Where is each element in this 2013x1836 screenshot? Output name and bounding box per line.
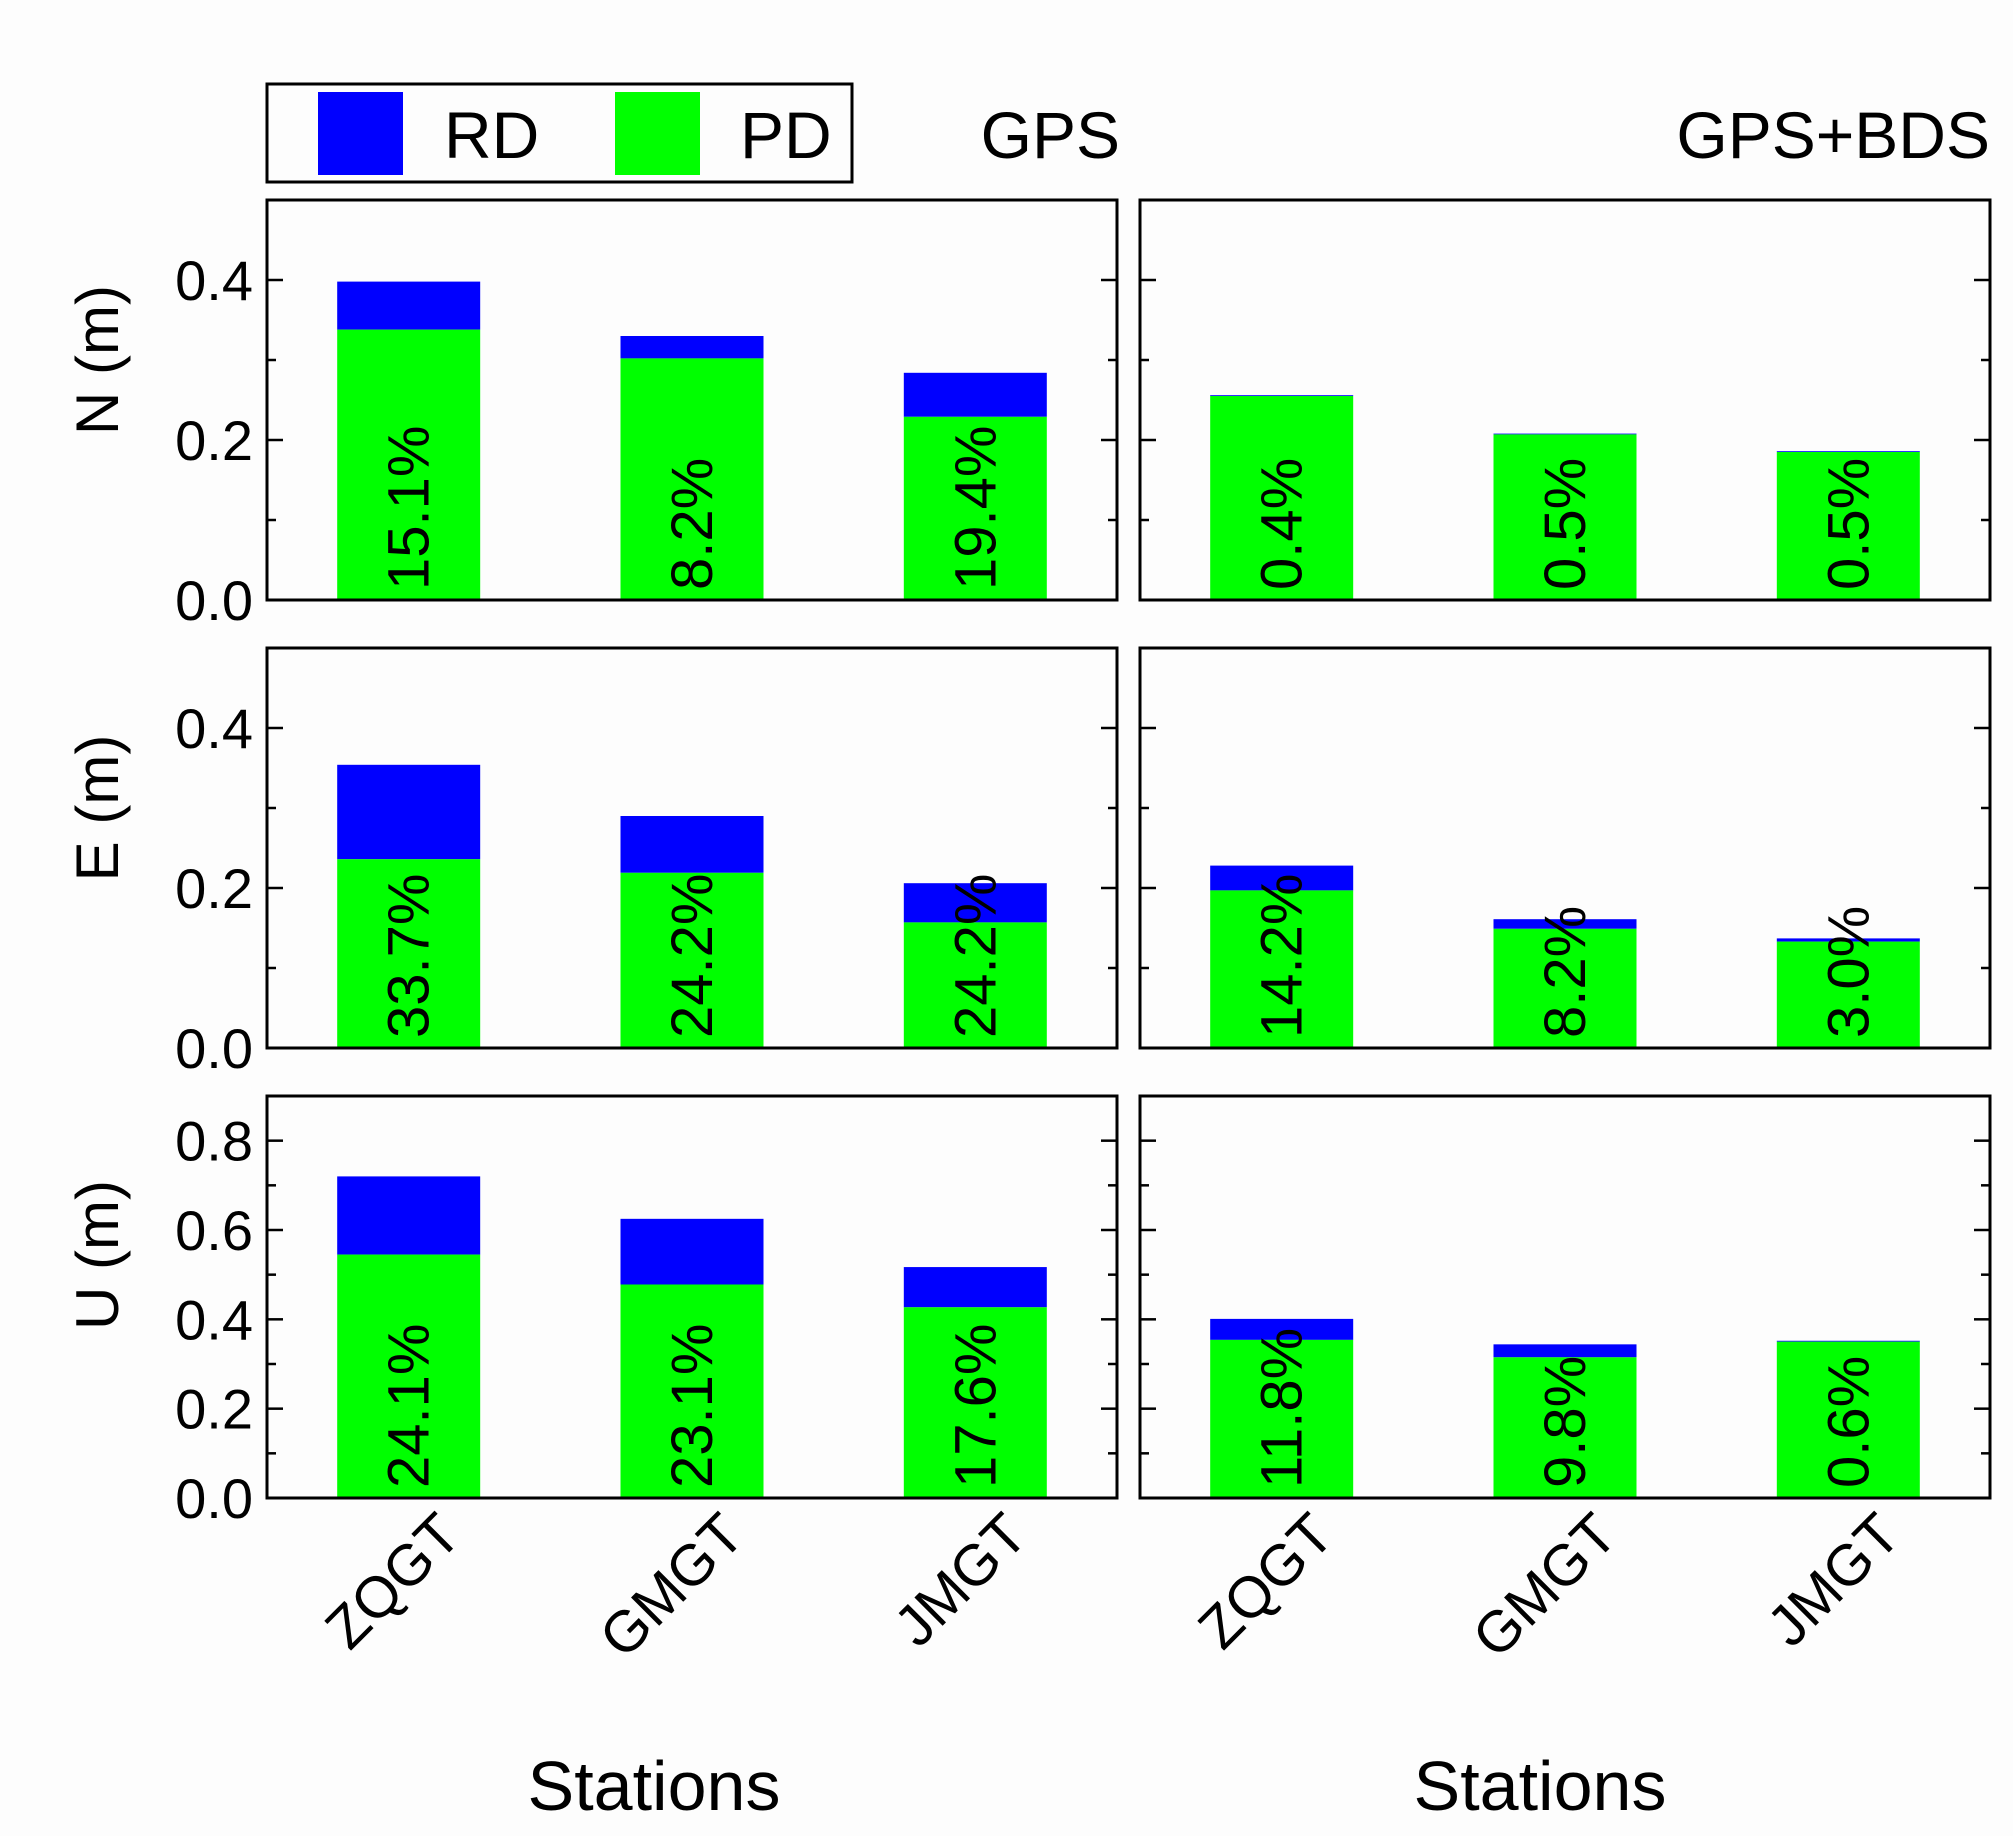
annotation-zqgt: 15.1% bbox=[377, 426, 442, 590]
bar-rd-jmgt bbox=[1776, 451, 1920, 452]
panel-frame bbox=[265, 1094, 1119, 1500]
bar-rd-gmgt bbox=[620, 336, 764, 359]
bar-pd-gmgt bbox=[1493, 1357, 1637, 1498]
legend: RD PD bbox=[265, 82, 854, 184]
bar-rd-zqgt bbox=[1210, 395, 1354, 396]
category-label-zqgt: ZQGT bbox=[1186, 1501, 1346, 1661]
y-tick-label: 0.4 bbox=[175, 1288, 253, 1351]
panel-e-gps-bds: 14.2% 8.2% 3.0% bbox=[1138, 646, 1992, 1050]
bar-rd-jmgt bbox=[903, 372, 1047, 417]
y-tick-label: 0.0 bbox=[175, 1017, 253, 1080]
annotation-gmgt: 8.2% bbox=[1533, 906, 1598, 1038]
x-axis-label-gps-bds: Stations bbox=[1414, 1747, 1667, 1825]
category-label-zqgt: ZQGT bbox=[313, 1501, 473, 1661]
panel-u-gps-bds: 11.8% 9.8% 0.6% ZQGT GMGT JMGT bbox=[1138, 1094, 1992, 1670]
panel-u-gps: 24.1% 23.1% 17.6% 0.0 0.2 0.4 0.6 0.8 ZQGT GMGT JM… bbox=[175, 1094, 1119, 1670]
annotation-jmgt: 0.5% bbox=[1816, 458, 1881, 590]
bar-pd-gmgt bbox=[1493, 434, 1637, 600]
bar-pd-gmgt bbox=[620, 358, 764, 600]
annotation-gmgt: 24.2% bbox=[660, 874, 725, 1038]
category-label-jmgt: JMGT bbox=[882, 1501, 1040, 1659]
bar-pd-gmgt bbox=[620, 872, 764, 1048]
category-label-gmgt: GMGT bbox=[1460, 1501, 1629, 1670]
bar-rd-zqgt bbox=[1210, 1318, 1354, 1340]
y-tick-label: 0.0 bbox=[175, 569, 253, 632]
legend-swatch-rd bbox=[318, 92, 403, 175]
bar-pd-zqgt bbox=[1210, 396, 1354, 600]
y-tick-label: 0.4 bbox=[175, 697, 253, 760]
bar-rd-gmgt bbox=[1493, 919, 1637, 929]
annotation-zqgt: 11.8% bbox=[1250, 1328, 1315, 1488]
annotation-jmgt: 19.4% bbox=[943, 426, 1008, 590]
annotation-jmgt: 17.6% bbox=[943, 1324, 1008, 1488]
bar-pd-zqgt bbox=[1210, 890, 1354, 1048]
annotation-gmgt: 8.2% bbox=[660, 458, 725, 590]
bar-rd-gmgt bbox=[620, 816, 764, 873]
y-axis-label-n: N (m) bbox=[64, 285, 131, 435]
bar-pd-zqgt bbox=[337, 329, 481, 600]
annotation-zqgt: 24.1% bbox=[377, 1324, 442, 1488]
category-label-jmgt: JMGT bbox=[1755, 1501, 1913, 1659]
bar-pd-zqgt bbox=[337, 859, 481, 1048]
panel-frame bbox=[265, 646, 1119, 1050]
bar-rd-zqgt bbox=[337, 764, 481, 860]
bar-pd-zqgt bbox=[337, 1254, 481, 1498]
panel-frame bbox=[265, 198, 1119, 602]
y-axis-label-e: E (m) bbox=[64, 735, 131, 882]
bar-pd-jmgt bbox=[1776, 452, 1920, 600]
bar-rd-zqgt bbox=[337, 1176, 481, 1255]
y-tick-label: 0.8 bbox=[175, 1110, 253, 1173]
bar-rd-gmgt bbox=[1493, 433, 1637, 435]
bar-pd-jmgt bbox=[1776, 941, 1920, 1048]
panel-frame bbox=[1138, 646, 1992, 1050]
legend-frame bbox=[265, 82, 854, 184]
column-title-gps-bds: GPS+BDS bbox=[1676, 98, 1990, 172]
column-title-gps: GPS bbox=[981, 98, 1120, 172]
legend-label-pd: PD bbox=[740, 98, 832, 172]
panel-n-gps: 15.1% 8.2% 19.4% 0.0 0.2 0.4 bbox=[175, 198, 1119, 632]
bar-rd-jmgt bbox=[903, 1267, 1047, 1308]
y-tick-label: 0.4 bbox=[175, 249, 253, 312]
annotation-zqgt: 14.2% bbox=[1250, 874, 1315, 1038]
bar-pd-jmgt bbox=[903, 1307, 1047, 1498]
legend-label-rd: RD bbox=[444, 98, 539, 172]
panel-frame bbox=[1138, 198, 1992, 602]
annotation-gmgt: 9.8% bbox=[1533, 1356, 1598, 1488]
category-label-gmgt: GMGT bbox=[587, 1501, 756, 1670]
legend-swatch-pd bbox=[615, 92, 700, 175]
panel-e-gps: 33.7% 24.2% 24.2% 0.0 0.2 0.4 bbox=[175, 646, 1119, 1080]
bar-rd-zqgt bbox=[1210, 865, 1354, 891]
annotation-gmgt: 23.1% bbox=[660, 1324, 725, 1488]
panel-frame bbox=[1138, 1094, 1992, 1500]
x-axis-label-gps: Stations bbox=[528, 1747, 781, 1825]
y-tick-label: 0.2 bbox=[175, 857, 253, 920]
y-tick-label: 0.2 bbox=[175, 409, 253, 472]
bar-pd-jmgt bbox=[903, 416, 1047, 600]
bar-pd-jmgt bbox=[903, 922, 1047, 1048]
annotation-jmgt: 0.6% bbox=[1816, 1356, 1881, 1488]
bar-rd-zqgt bbox=[337, 281, 481, 330]
annotation-zqgt: 33.7% bbox=[377, 874, 442, 1038]
y-tick-label: 0.2 bbox=[175, 1378, 253, 1441]
y-tick-label: 0.0 bbox=[175, 1467, 253, 1530]
bar-rd-jmgt bbox=[1776, 938, 1920, 942]
bar-rd-gmgt bbox=[620, 1218, 764, 1285]
y-tick-label: 0.6 bbox=[175, 1199, 253, 1262]
bar-pd-jmgt bbox=[1776, 1341, 1920, 1498]
annotation-gmgt: 0.5% bbox=[1533, 458, 1598, 590]
annotation-zqgt: 0.4% bbox=[1250, 458, 1315, 590]
panel-n-gps-bds: 0.4% 0.5% 0.5% bbox=[1138, 198, 1992, 602]
annotation-jmgt: 24.2% bbox=[943, 874, 1008, 1038]
bar-pd-gmgt bbox=[1493, 928, 1637, 1048]
bar-rd-jmgt bbox=[1776, 1340, 1920, 1342]
annotation-jmgt: 3.0% bbox=[1816, 906, 1881, 1038]
bar-pd-gmgt bbox=[620, 1284, 764, 1498]
bar-pd-zqgt bbox=[1210, 1339, 1354, 1498]
bar-rd-jmgt bbox=[903, 883, 1047, 923]
y-axis-label-u: U (m) bbox=[64, 1180, 131, 1330]
bar-rd-gmgt bbox=[1493, 1344, 1637, 1358]
